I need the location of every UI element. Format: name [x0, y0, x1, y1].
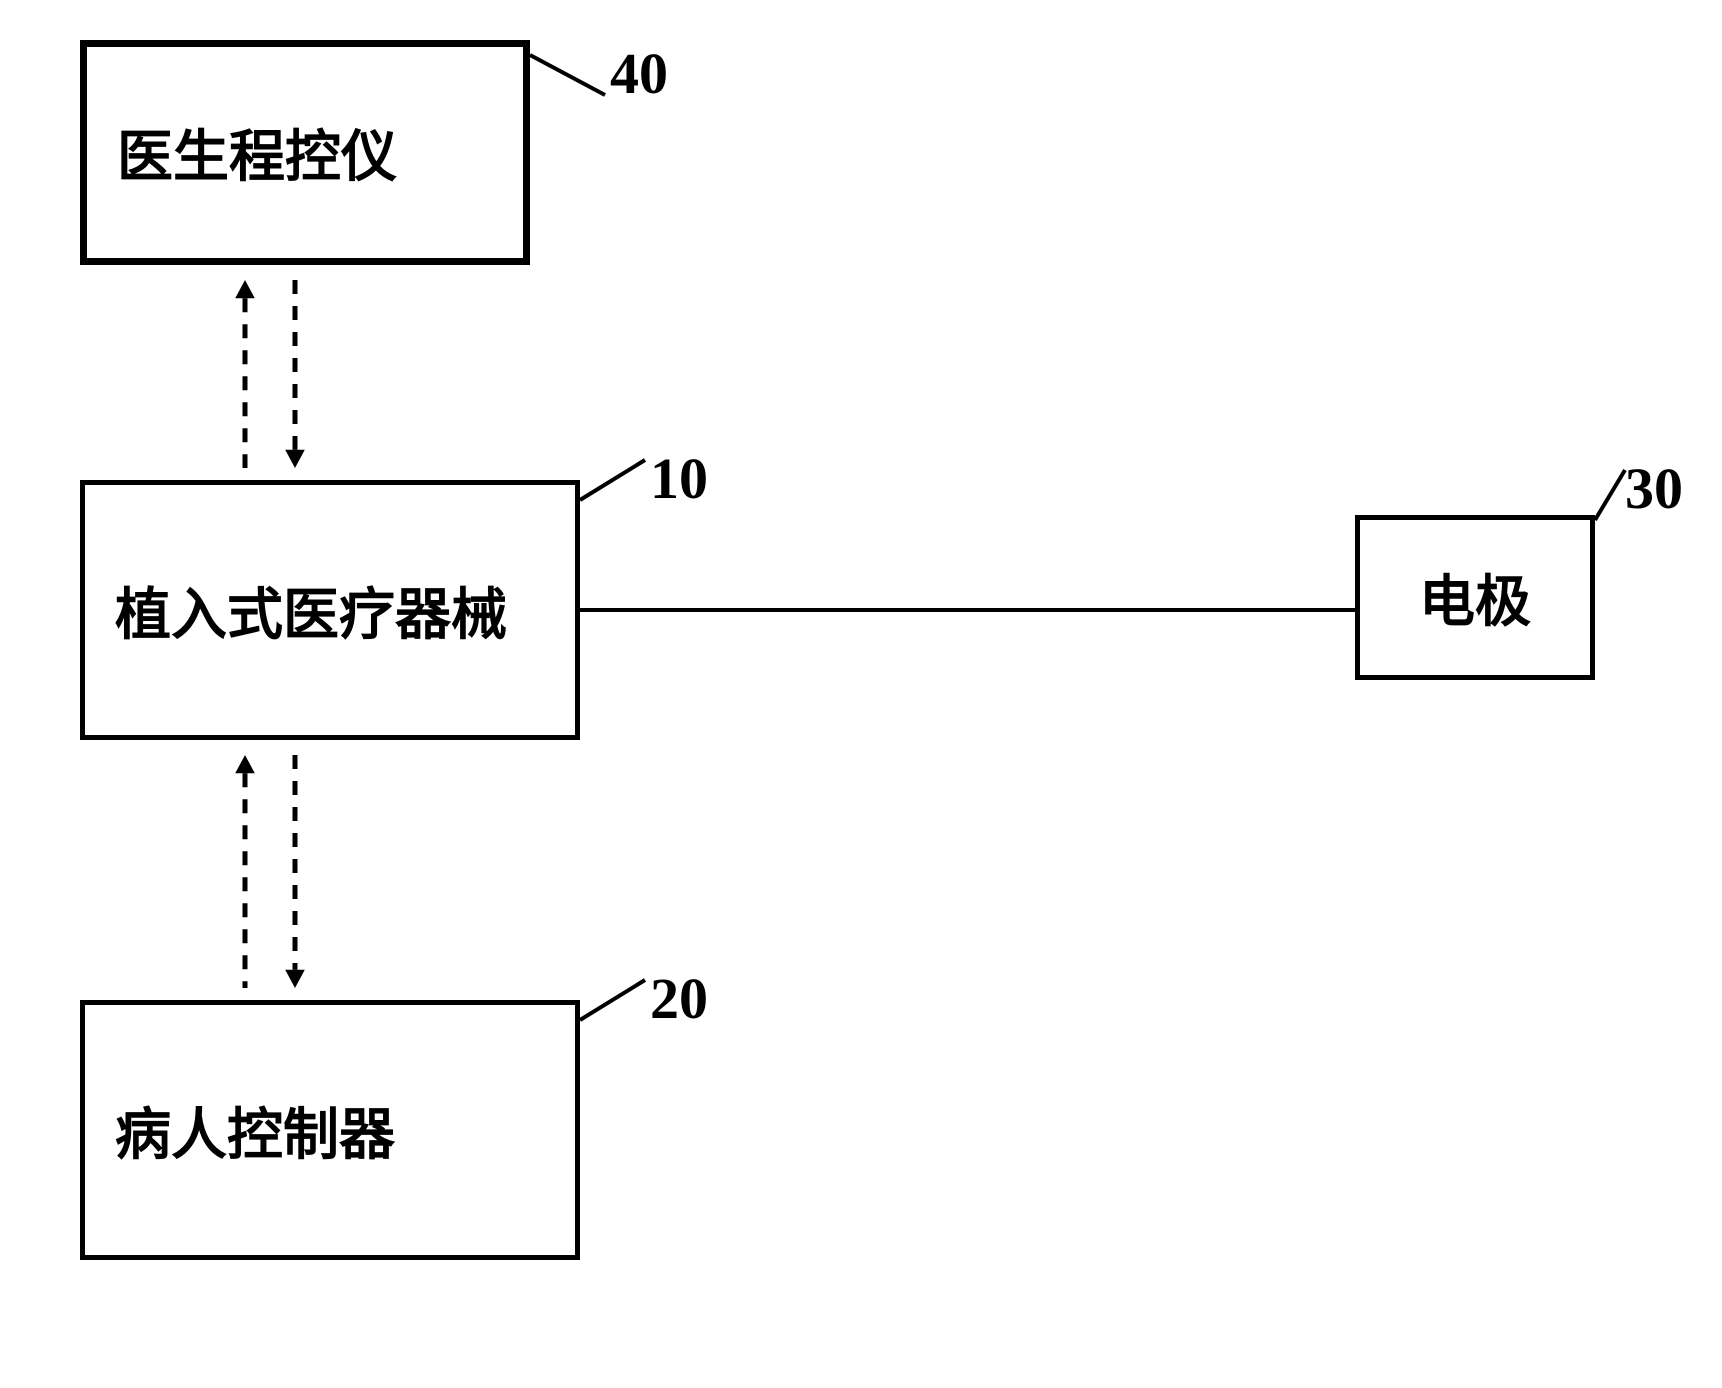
connector-layer [0, 0, 1722, 1388]
